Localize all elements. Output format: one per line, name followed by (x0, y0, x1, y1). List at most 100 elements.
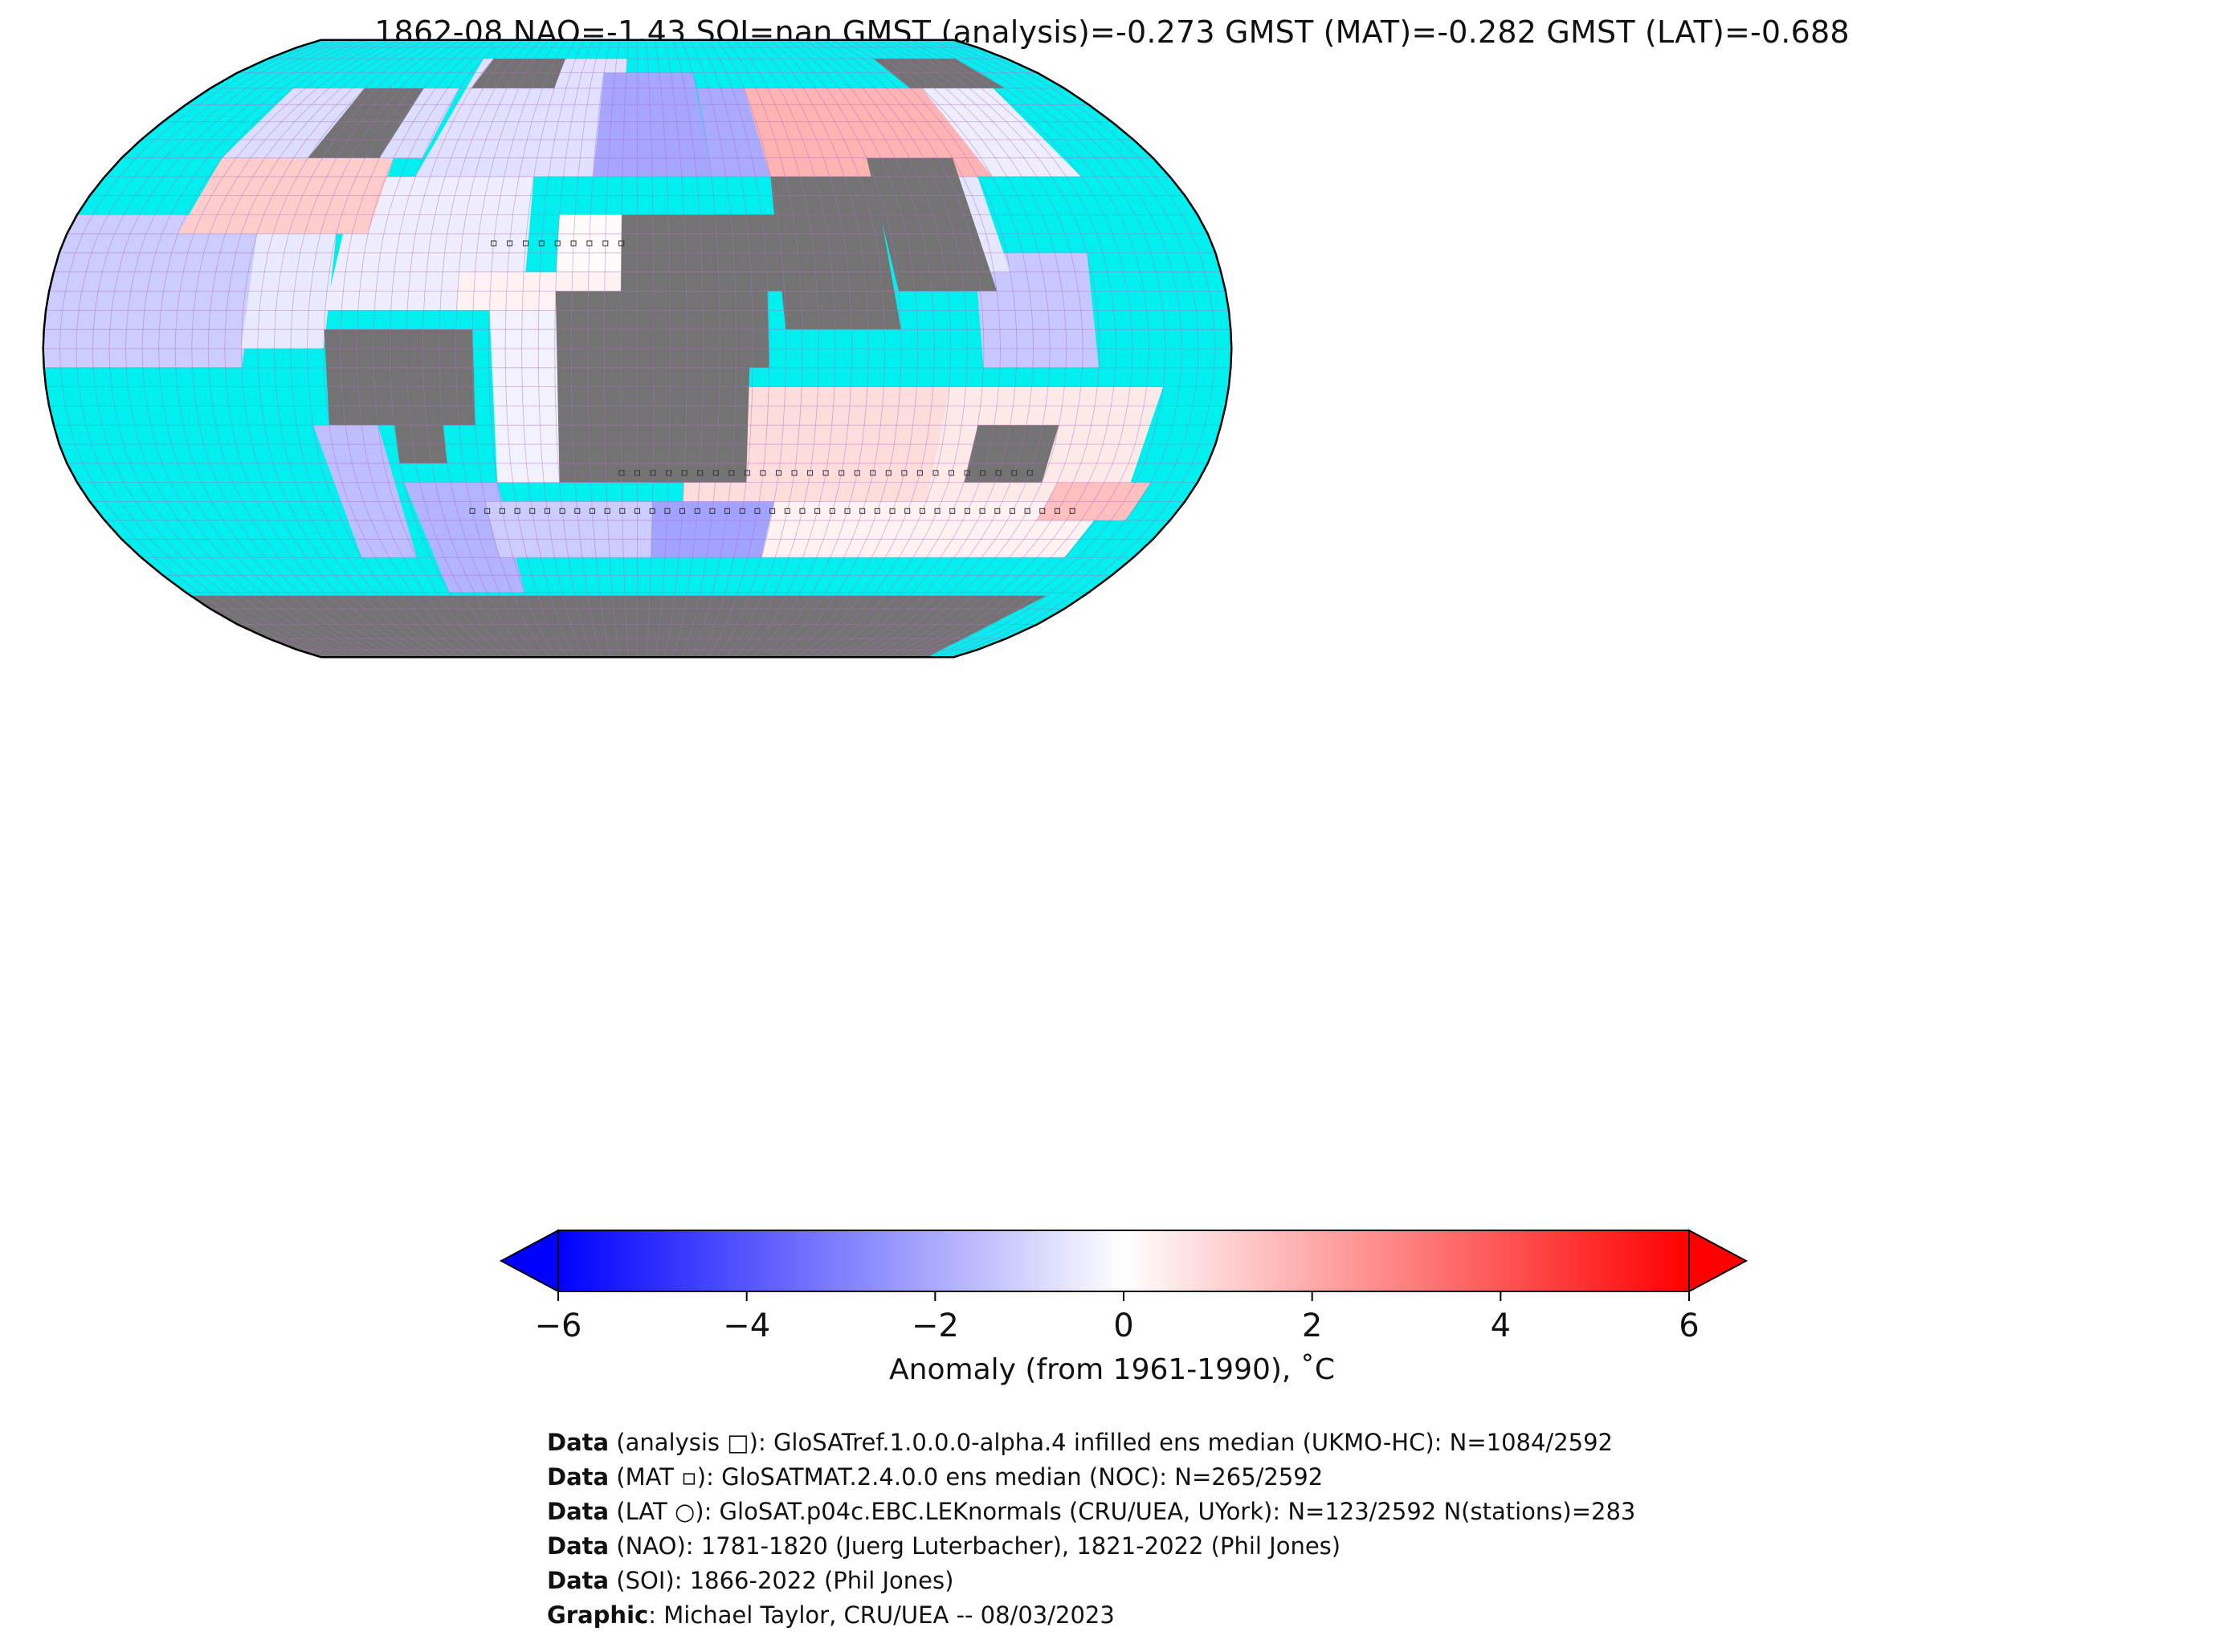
data-marker (964, 470, 970, 476)
colorbar-ticks (557, 1291, 1690, 1301)
data-marker (491, 240, 497, 247)
data-marker (885, 470, 892, 476)
colorbar-tick-label: −2 (911, 1307, 959, 1344)
colorbar-tick-label: 0 (1113, 1307, 1134, 1344)
credit-label: Data (547, 1429, 610, 1456)
grid-lines (43, 39, 1232, 658)
data-marker (589, 508, 595, 514)
credit-text: : Michael Taylor, CRU/UEA -- 08/03/2023 (648, 1601, 1115, 1629)
credit-line: Data (LAT ○): GloSAT.p04c.EBC.LEKnormals… (547, 1495, 1635, 1529)
data-marker (1011, 470, 1018, 476)
data-marker (666, 470, 672, 476)
data-marker (904, 508, 911, 514)
data-marker (839, 470, 845, 476)
no-data-land-region (866, 157, 998, 292)
data-marker (559, 508, 565, 514)
anomaly-region (921, 88, 1081, 177)
credit-text: (LAT ○): GloSAT.p04c.EBC.LEKnormals (CRU… (609, 1498, 1636, 1525)
station-markers (469, 240, 1075, 514)
data-marker (829, 508, 835, 514)
data-marker (799, 508, 806, 514)
data-marker (822, 470, 829, 476)
data-marker (507, 240, 513, 247)
data-marker (664, 508, 671, 514)
data-marker (775, 470, 781, 476)
data-marker (854, 470, 860, 476)
data-marker (859, 508, 866, 514)
data-marker (870, 470, 876, 476)
data-marker (554, 240, 561, 247)
data-marker (979, 508, 985, 514)
data-marker (754, 508, 761, 514)
data-marker (522, 240, 528, 247)
data-marker (602, 240, 609, 247)
data-marker (934, 508, 941, 514)
data-marker (709, 508, 716, 514)
data-marker (586, 240, 593, 247)
credit-line: Graphic: Michael Taylor, CRU/UEA -- 08/0… (547, 1598, 1635, 1633)
data-marker (538, 240, 545, 247)
data-marker (694, 508, 700, 514)
data-marker (994, 508, 1001, 514)
data-marker (679, 508, 686, 514)
credit-label: Data (547, 1532, 610, 1560)
data-marker (529, 508, 536, 514)
data-marker (807, 470, 814, 476)
data-marker (1026, 470, 1033, 476)
credit-line: Data (NAO): 1781-1820 (Juerg Luterbacher… (547, 1529, 1635, 1564)
data-marker (919, 508, 925, 514)
anomaly-region (593, 72, 712, 177)
data-marker (618, 240, 625, 247)
data-marker (949, 470, 955, 476)
colorbar-gradient (557, 1230, 1690, 1292)
data-marker (791, 470, 798, 476)
no-data-land-region (308, 88, 424, 158)
credit-text: (NAO): 1781-1820 (Juerg Luterbacher), 18… (609, 1532, 1341, 1560)
data-marker (1024, 508, 1030, 514)
colorbar-tick-label: −6 (534, 1307, 582, 1344)
data-marker (844, 508, 851, 514)
data-marker (949, 508, 956, 514)
data-marker (681, 470, 688, 476)
colorbar-tick-label: 4 (1490, 1307, 1512, 1344)
data-marker (544, 508, 550, 514)
data-marker (814, 508, 821, 514)
data-marker (916, 470, 923, 476)
data-marker (1069, 508, 1075, 514)
anomaly-region (485, 501, 653, 558)
colorbar-label: Anomaly (from 1961-1990), ˚C (889, 1353, 1335, 1386)
data-marker (724, 508, 731, 514)
no-data-land-region (964, 425, 1059, 483)
data-marker (932, 470, 939, 476)
credit-line: Data (SOI): 1866-2022 (Phil Jones) (547, 1564, 1635, 1598)
data-marker (964, 508, 970, 514)
data-marker (728, 470, 735, 476)
no-data-land-region (471, 59, 566, 88)
colorbar-tick-label: 2 (1301, 1307, 1323, 1344)
data-marker (874, 508, 880, 514)
data-marker (712, 470, 719, 476)
data-marker (784, 508, 790, 514)
colorbar-low-extend (499, 1229, 559, 1293)
data-marker (604, 508, 610, 514)
data-marker (649, 508, 655, 514)
credit-text: (analysis □): GloSATref.1.0.0.0-alpha.4 … (609, 1429, 1614, 1456)
data-marker (1009, 508, 1015, 514)
data-credits: Data (analysis □): GloSATref.1.0.0.0-alp… (547, 1426, 1635, 1633)
data-marker (760, 470, 766, 476)
credit-label: Data (547, 1567, 610, 1594)
data-marker (739, 508, 745, 514)
data-marker (570, 240, 577, 247)
anomaly-region (696, 88, 771, 177)
data-marker (514, 508, 520, 514)
credit-text: (MAT ▫): GloSATMAT.2.4.0.0 ens median (N… (609, 1463, 1324, 1491)
anomaly-region (312, 425, 417, 558)
no-data-land-region (324, 329, 475, 426)
credit-label: Data (547, 1463, 610, 1491)
no-data-land-region (392, 406, 447, 463)
credit-label: Data (547, 1498, 610, 1525)
data-marker (574, 508, 581, 514)
data-marker (499, 508, 505, 514)
